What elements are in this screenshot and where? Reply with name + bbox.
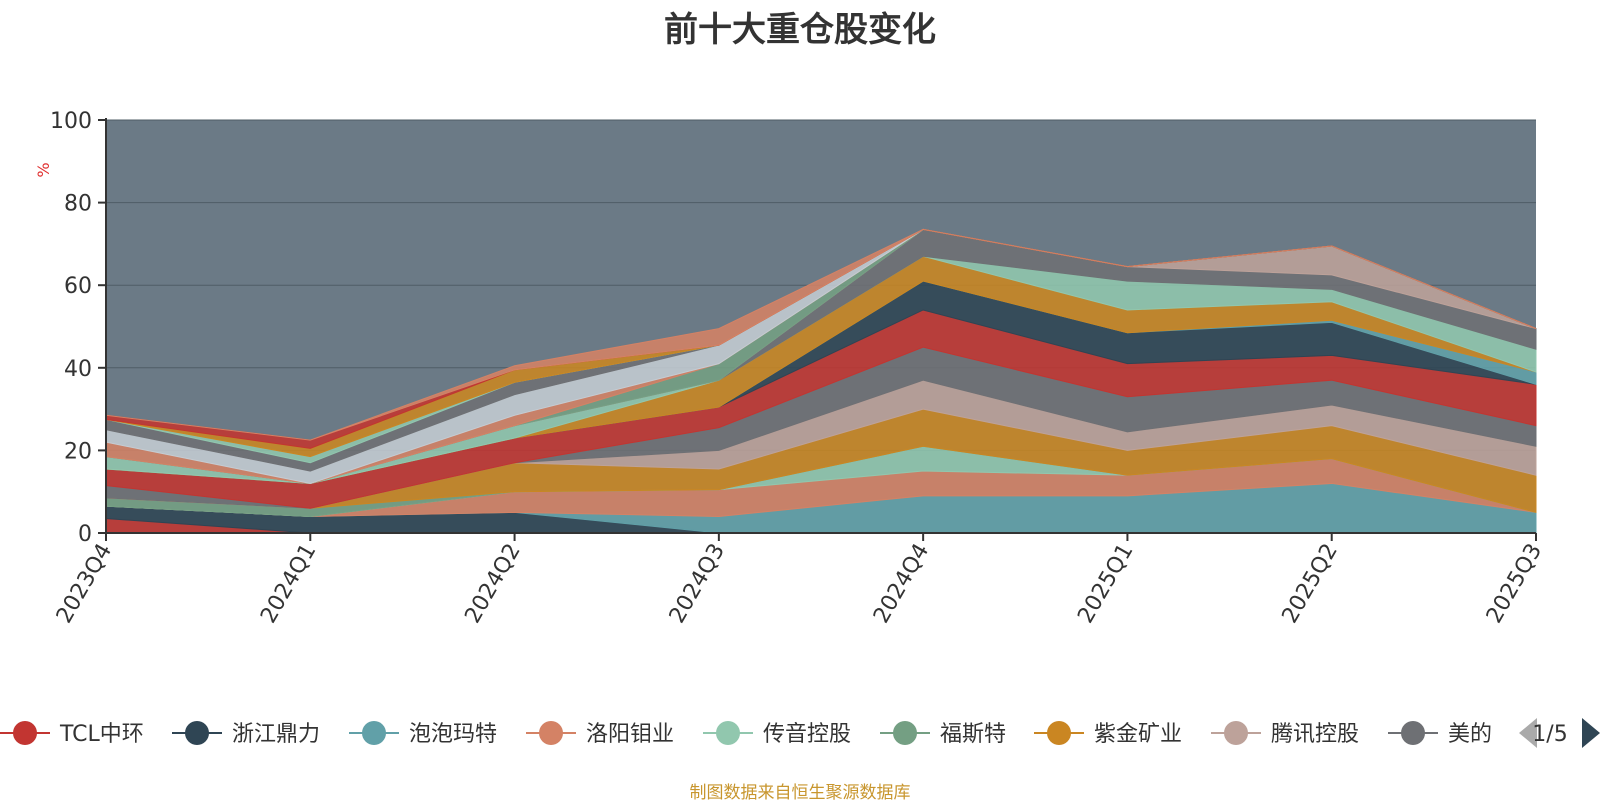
x-tick-label: 2024Q4: [869, 540, 934, 628]
legend-item-label[interactable]: 洛阳钼业: [586, 722, 674, 747]
legend-marker-8[interactable]: [1401, 721, 1425, 745]
x-tick-label: 2023Q4: [52, 540, 117, 628]
legend-item-label[interactable]: 浙江鼎力: [232, 722, 320, 747]
x-tick-label: 2024Q2: [460, 540, 525, 628]
x-tick-label: 2025Q3: [1482, 540, 1547, 628]
y-tick-label: 40: [64, 357, 92, 382]
source-note: 制图数据来自恒生聚源数据库: [689, 783, 911, 803]
legend-next-page-icon[interactable]: [1582, 718, 1600, 748]
legend-marker-0[interactable]: [13, 721, 37, 745]
legend-marker-6[interactable]: [1047, 721, 1071, 745]
legend-marker-4[interactable]: [716, 721, 740, 745]
y-axis-label: %: [34, 162, 53, 177]
legend-item-label[interactable]: 福斯特: [940, 722, 1006, 747]
legend-item-label[interactable]: 泡泡玛特: [409, 722, 497, 747]
y-tick-label: 100: [50, 109, 92, 134]
y-tick-label: 80: [64, 192, 92, 217]
legend-prev-page-icon[interactable]: [1519, 718, 1537, 748]
legend-item-label[interactable]: 美的: [1448, 722, 1492, 747]
legend-item-label[interactable]: 紫金矿业: [1094, 722, 1182, 747]
legend-marker-7[interactable]: [1224, 721, 1248, 745]
y-tick-label: 20: [64, 439, 92, 464]
x-tick-label: 2025Q1: [1073, 540, 1138, 628]
legend-marker-2[interactable]: [362, 721, 386, 745]
chart-title: 前十大重仓股变化: [664, 10, 936, 50]
x-tick-label: 2024Q3: [665, 540, 730, 628]
x-tick-label: 2025Q2: [1278, 540, 1343, 628]
x-tick-label: 2024Q1: [256, 540, 321, 628]
legend-item-label[interactable]: 腾讯控股: [1271, 722, 1359, 747]
y-tick-label: 0: [78, 522, 92, 547]
legend-item-label[interactable]: 传音控股: [763, 722, 851, 747]
legend-item-label[interactable]: TCL中环: [59, 722, 144, 747]
legend-page-indicator: 1/5: [1532, 722, 1567, 747]
area-series-24: 五粮液: [105, 228, 1537, 441]
legend-marker-3[interactable]: [539, 721, 563, 745]
legend-marker-1[interactable]: [185, 721, 209, 745]
legend-marker-5[interactable]: [893, 721, 917, 745]
y-tick-label: 60: [64, 274, 92, 299]
